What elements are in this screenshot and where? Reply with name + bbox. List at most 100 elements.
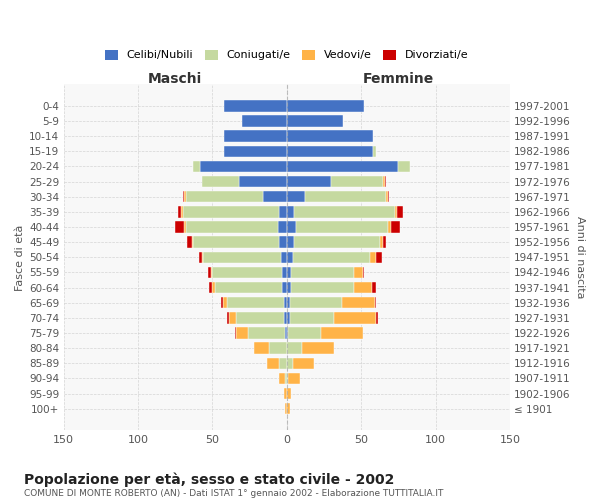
Bar	[285, 403, 287, 414]
Bar	[224, 146, 287, 157]
Bar	[294, 236, 380, 248]
Bar	[287, 312, 290, 324]
Bar	[178, 206, 181, 218]
Bar	[287, 191, 305, 202]
Bar	[182, 206, 280, 218]
Bar	[287, 267, 291, 278]
Bar	[290, 297, 342, 308]
Bar	[294, 206, 395, 218]
Text: COMUNE DI MONTE ROBERTO (AN) - Dati ISTAT 1° gennaio 2002 - Elaborazione TUTTITA: COMUNE DI MONTE ROBERTO (AN) - Dati ISTA…	[24, 489, 443, 498]
Bar	[385, 176, 386, 188]
Bar	[287, 373, 288, 384]
Bar	[287, 342, 302, 354]
Bar	[287, 161, 398, 172]
Bar	[288, 328, 321, 338]
Bar	[287, 358, 293, 369]
Bar	[383, 176, 385, 188]
Bar	[278, 222, 287, 232]
Bar	[288, 373, 300, 384]
Bar	[302, 342, 334, 354]
Bar	[287, 116, 343, 126]
Bar	[236, 328, 248, 338]
Bar	[287, 222, 296, 232]
Bar	[212, 282, 215, 294]
Bar	[373, 146, 376, 157]
Bar	[212, 267, 282, 278]
Bar	[181, 206, 182, 218]
Bar	[185, 222, 278, 232]
Bar	[398, 161, 410, 172]
Bar	[184, 222, 185, 232]
Bar	[391, 222, 400, 232]
Bar	[281, 252, 287, 263]
Bar	[248, 328, 285, 338]
Bar	[287, 328, 288, 338]
Bar	[284, 297, 287, 308]
Bar	[321, 328, 362, 338]
Bar	[395, 206, 397, 218]
Bar	[224, 100, 287, 112]
Bar	[380, 236, 383, 248]
Bar	[269, 342, 287, 354]
Bar	[235, 328, 236, 338]
Bar	[296, 222, 388, 232]
Bar	[290, 312, 334, 324]
Bar	[293, 358, 314, 369]
Bar	[193, 161, 200, 172]
Bar	[397, 206, 403, 218]
Bar	[215, 282, 282, 294]
Bar	[203, 252, 281, 263]
Bar	[211, 267, 212, 278]
Bar	[224, 130, 287, 142]
Text: Maschi: Maschi	[148, 72, 202, 86]
Text: Popolazione per età, sesso e stato civile - 2002: Popolazione per età, sesso e stato civil…	[24, 472, 394, 487]
Bar	[209, 282, 212, 294]
Bar	[280, 206, 287, 218]
Bar	[354, 267, 362, 278]
Bar	[187, 236, 191, 248]
Bar	[287, 146, 373, 157]
Bar	[282, 267, 287, 278]
Bar	[371, 282, 376, 294]
Bar	[287, 388, 291, 400]
Bar	[293, 252, 370, 263]
Bar	[383, 236, 386, 248]
Bar	[268, 358, 280, 369]
Bar	[239, 176, 287, 188]
Bar	[263, 191, 287, 202]
Bar	[305, 191, 386, 202]
Bar	[354, 282, 371, 294]
Bar	[202, 176, 239, 188]
Bar	[282, 282, 287, 294]
Bar	[287, 297, 290, 308]
Bar	[200, 161, 287, 172]
Text: Femmine: Femmine	[363, 72, 434, 86]
Bar	[388, 191, 389, 202]
Bar	[182, 191, 184, 202]
Bar	[287, 403, 290, 414]
Bar	[185, 191, 263, 202]
Bar	[280, 236, 287, 248]
Bar	[287, 176, 331, 188]
Bar	[386, 191, 388, 202]
Legend: Celibi/Nubili, Coniugati/e, Vedovi/e, Divorziati/e: Celibi/Nubili, Coniugati/e, Vedovi/e, Di…	[100, 45, 473, 65]
Bar	[191, 236, 193, 248]
Bar	[193, 236, 280, 248]
Bar	[227, 297, 284, 308]
Bar	[236, 312, 284, 324]
Bar	[284, 388, 287, 400]
Bar	[334, 312, 376, 324]
Bar	[370, 252, 376, 263]
Bar	[221, 297, 223, 308]
Bar	[280, 373, 285, 384]
Bar	[208, 267, 211, 278]
Bar	[202, 252, 203, 263]
Bar	[184, 191, 185, 202]
Bar	[287, 206, 294, 218]
Bar	[287, 252, 293, 263]
Bar	[331, 176, 383, 188]
Y-axis label: Fasce di età: Fasce di età	[15, 224, 25, 290]
Bar	[242, 116, 287, 126]
Bar	[291, 267, 354, 278]
Y-axis label: Anni di nascita: Anni di nascita	[575, 216, 585, 298]
